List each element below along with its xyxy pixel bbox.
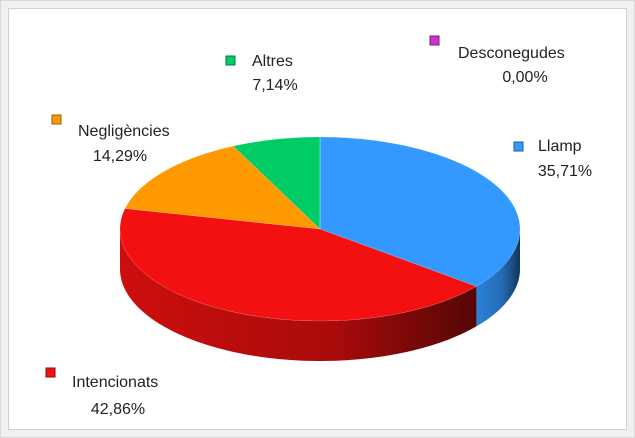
category-label: Negligències — [78, 123, 170, 140]
value-label: 7,14% — [252, 77, 297, 94]
legend-marker — [429, 35, 440, 46]
category-label: Desconegudes — [458, 45, 565, 62]
value-label: 0,00% — [502, 69, 547, 86]
category-label: Altres — [252, 53, 293, 70]
legend-marker — [513, 141, 524, 152]
legend-marker — [51, 114, 62, 125]
slice — [119, 208, 477, 322]
value-label: 35,71% — [538, 163, 592, 180]
category-label: Intencionats — [72, 374, 158, 391]
slice-side — [120, 229, 477, 361]
value-label: 42,86% — [91, 401, 145, 418]
slice — [319, 136, 521, 287]
slice-side — [476, 229, 520, 327]
category-label: Llamp — [538, 138, 582, 155]
legend-marker — [45, 367, 56, 378]
value-label: 14,29% — [93, 148, 147, 165]
legend-marker — [225, 55, 236, 66]
slice — [124, 145, 321, 230]
slice — [232, 136, 321, 230]
